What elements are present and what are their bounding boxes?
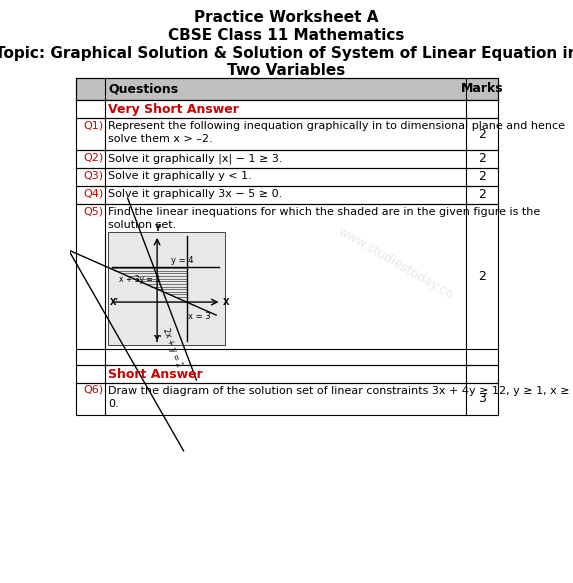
Text: Practice Worksheet A: Practice Worksheet A — [194, 10, 379, 25]
Text: Q4): Q4) — [83, 188, 103, 198]
Text: Find the linear inequations for which the shaded are in the given figure is the: Find the linear inequations for which th… — [108, 207, 540, 217]
Bar — [76, 365, 497, 383]
Text: 2: 2 — [478, 188, 486, 202]
Text: Topic: Graphical Solution & Solution of System of Linear Equation in: Topic: Graphical Solution & Solution of … — [0, 46, 573, 61]
Text: x = 3: x = 3 — [188, 312, 211, 321]
Text: www.studiestoday.co: www.studiestoday.co — [335, 224, 456, 301]
Text: Y': Y' — [153, 335, 162, 344]
Text: solve them x > –2.: solve them x > –2. — [108, 134, 213, 144]
Bar — [76, 118, 497, 150]
Text: X': X' — [109, 297, 119, 307]
Text: Q5): Q5) — [83, 206, 103, 216]
Text: Solve it graphically y < 1.: Solve it graphically y < 1. — [108, 171, 252, 181]
Text: 3: 3 — [478, 392, 486, 406]
Bar — [76, 78, 497, 100]
Text: 2: 2 — [478, 128, 486, 141]
Text: CBSE Class 11 Mathematics: CBSE Class 11 Mathematics — [168, 28, 405, 43]
Text: Short Answer: Short Answer — [108, 367, 203, 381]
Text: 2: 2 — [478, 170, 486, 184]
Text: Solve it graphically 3x − 5 ≥ 0.: Solve it graphically 3x − 5 ≥ 0. — [108, 189, 282, 199]
Text: x + 3y = 3: x + 3y = 3 — [119, 275, 160, 284]
Text: Very Short Answer: Very Short Answer — [108, 103, 239, 115]
Text: X: X — [223, 297, 229, 307]
Text: Q3): Q3) — [83, 170, 103, 180]
Text: y = 4: y = 4 — [171, 256, 193, 265]
Text: solution set.: solution set. — [108, 220, 176, 230]
Bar — [76, 150, 497, 168]
Text: Two Variables: Two Variables — [227, 63, 346, 78]
Text: Q1): Q1) — [83, 120, 103, 130]
Text: Represent the following inequation graphically in to dimensional plane and hence: Represent the following inequation graph… — [108, 121, 565, 131]
Text: Questions: Questions — [108, 83, 178, 96]
Text: 2: 2 — [478, 153, 486, 166]
Bar — [76, 383, 497, 415]
Text: Solve it graphically |x| − 1 ≥ 3.: Solve it graphically |x| − 1 ≥ 3. — [108, 153, 282, 163]
Text: Q6): Q6) — [83, 385, 103, 395]
Text: 2x + y = 2: 2x + y = 2 — [161, 327, 183, 368]
Text: 2: 2 — [478, 270, 486, 283]
Bar — [108, 232, 225, 345]
Text: 0.: 0. — [108, 399, 119, 409]
Bar — [76, 204, 497, 349]
Text: Q2): Q2) — [83, 152, 103, 162]
Bar — [76, 186, 497, 204]
Text: Marks: Marks — [461, 83, 503, 96]
Bar — [76, 168, 497, 186]
Text: Draw the diagram of the solution set of linear constraints 3x + 4y ≥ 12, y ≥ 1, : Draw the diagram of the solution set of … — [108, 386, 570, 396]
Bar — [76, 100, 497, 118]
Text: Y: Y — [154, 224, 160, 233]
